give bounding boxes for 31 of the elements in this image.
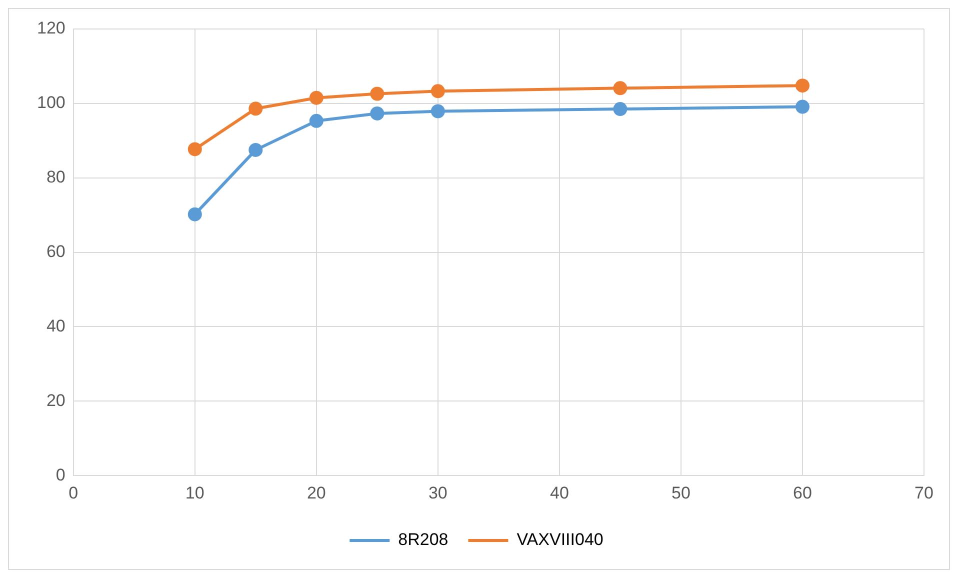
point [309, 114, 324, 128]
point [370, 106, 384, 120]
y-tick-label: 100 [36, 93, 66, 112]
y-tick-label: 0 [56, 465, 66, 484]
point [188, 142, 202, 156]
x-tick-label: 60 [793, 483, 812, 502]
x-tick-label: 10 [185, 483, 204, 502]
point [248, 142, 263, 157]
point [309, 90, 324, 105]
x-tick-label: 50 [672, 483, 690, 502]
point [795, 78, 810, 93]
point [795, 100, 810, 114]
x-tick-label: 40 [550, 483, 569, 502]
x-tick-label: 30 [428, 483, 448, 502]
x-tick-label: 20 [306, 483, 326, 502]
point [248, 102, 263, 116]
point [430, 104, 445, 118]
point [430, 84, 445, 98]
point [613, 81, 628, 96]
legend-label: VAXVIII040 [516, 530, 604, 550]
x-tick-label: 70 [914, 483, 934, 502]
point [370, 86, 384, 101]
point [613, 102, 628, 116]
x-tick-label: 0 [68, 483, 78, 502]
point [188, 207, 202, 222]
legend-label: 8R208 [398, 530, 448, 550]
y-tick-label: 20 [46, 390, 66, 410]
y-tick-label: 60 [46, 242, 66, 261]
y-tick-label: 120 [36, 18, 66, 38]
y-tick-label: 80 [46, 168, 66, 187]
y-tick-label: 40 [46, 316, 66, 336]
